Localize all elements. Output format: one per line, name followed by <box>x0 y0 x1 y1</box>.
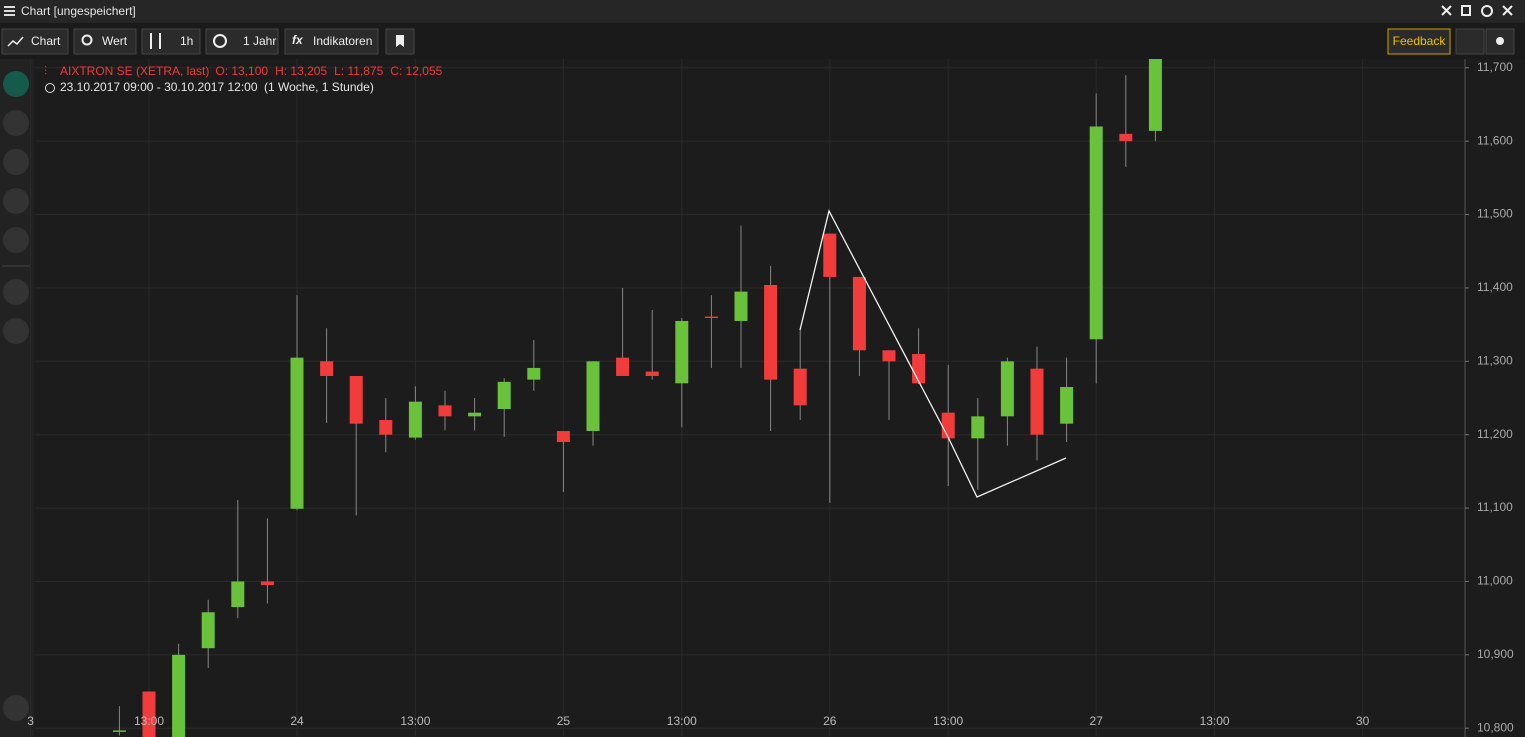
candle-body <box>290 357 304 509</box>
trend-drawing <box>799 209 1067 498</box>
y-tick-label: 11,300 <box>1477 353 1513 367</box>
window-controls[interactable] <box>1441 5 1513 17</box>
x-tick-label: 13:00 <box>1200 714 1230 728</box>
candle-body <box>852 276 866 351</box>
menu-icon[interactable] <box>4 6 15 16</box>
window-title: Chart [ungespeichert] <box>21 4 136 18</box>
candle-body <box>882 350 896 362</box>
candle-body <box>468 412 482 417</box>
x-tick-label: 13:00 <box>667 714 697 728</box>
candle-body <box>172 654 186 737</box>
candle-body <box>912 353 926 384</box>
chart-title: AIXTRON SE (XETRA, last) <box>60 64 209 78</box>
candle-body <box>1000 361 1014 417</box>
x-tick-label: 13:00 <box>400 714 430 728</box>
chart-period: (1 Woche, 1 Stunde) <box>264 80 374 94</box>
candle-body <box>1119 133 1133 142</box>
ohlc-summary: O: 13,100 <box>215 64 268 78</box>
icon <box>396 35 404 47</box>
ohlc-summary: L: 11,875 <box>334 64 383 78</box>
y-tick-label: 10,900 <box>1477 647 1514 661</box>
plot <box>30 59 1465 737</box>
chart-subtitle: 23.10.2017 09:00 - 30.10.2017 12:00 <box>60 80 258 94</box>
candle-body <box>497 381 511 410</box>
x-tick-label: 3 <box>27 714 34 728</box>
candle-body <box>616 357 630 376</box>
candle-body <box>764 285 778 380</box>
button-label[interactable]: Wert <box>102 34 128 48</box>
candle-body <box>201 612 215 649</box>
y-tick-label: 11,600 <box>1477 133 1513 147</box>
candle-body <box>320 361 334 376</box>
sidebar-tools[interactable] <box>3 71 29 721</box>
button-icon: fx <box>292 33 304 47</box>
candle-body <box>112 730 126 732</box>
candle-body <box>438 405 452 417</box>
candle-body <box>971 416 985 439</box>
button-label[interactable]: 1 Jahr <box>243 34 276 48</box>
button-label[interactable]: Feedback <box>1393 34 1447 48</box>
clock-icon <box>45 83 55 93</box>
value-button[interactable] <box>73 28 137 55</box>
feedback-button[interactable] <box>1387 28 1451 55</box>
icon <box>1496 37 1504 45</box>
candle-body <box>941 412 955 439</box>
candle-body <box>260 581 274 586</box>
legend-icon: ⫶ <box>44 64 47 78</box>
candle-body <box>349 375 363 424</box>
candle-body <box>645 371 659 376</box>
button-label[interactable]: Indikatoren <box>313 34 372 48</box>
x-tick-label: 25 <box>557 714 571 728</box>
y-tick-label: 11,400 <box>1477 280 1513 294</box>
candle-body <box>823 233 837 277</box>
y-tick-label: 11,200 <box>1477 427 1513 441</box>
draw-button[interactable] <box>1455 28 1485 55</box>
x-tick-label: 27 <box>1090 714 1104 728</box>
y-tick-label: 11,000 <box>1477 574 1513 588</box>
y-tick-label: 11,100 <box>1477 500 1513 514</box>
y-tick-label: 11,700 <box>1477 60 1513 74</box>
icon <box>7 36 24 47</box>
title-bar <box>0 0 1525 23</box>
button-label[interactable]: Chart <box>31 34 61 48</box>
candle-body <box>1060 386 1074 424</box>
icon <box>81 34 93 46</box>
icon <box>150 33 161 49</box>
candle-body <box>1148 59 1162 131</box>
candle-body <box>556 431 570 443</box>
settings-button[interactable] <box>1485 28 1515 55</box>
candle-body <box>142 691 156 737</box>
x-tick-label: 30 <box>1356 714 1370 728</box>
candle-body <box>586 361 600 432</box>
bookmark-button[interactable] <box>385 28 415 55</box>
candle-body <box>675 320 689 384</box>
x-tick-label: 13:00 <box>134 714 164 728</box>
candle-body <box>734 291 748 321</box>
candle-body <box>793 368 807 406</box>
candle-body <box>527 367 541 380</box>
candle-body <box>408 401 422 438</box>
candle-body <box>231 581 245 608</box>
x-tick-label: 13:00 <box>933 714 963 728</box>
y-tick-label: 11,500 <box>1477 207 1513 221</box>
candle-body <box>379 420 393 435</box>
ohlc-summary: C: 12,055 <box>390 64 442 78</box>
candle-body <box>1089 126 1103 340</box>
x-tick-label: 26 <box>823 714 837 728</box>
range-button[interactable] <box>205 28 279 55</box>
y-tick-label: 10,800 <box>1477 720 1514 734</box>
x-tick-label: 24 <box>290 714 304 728</box>
button-label[interactable]: 1h <box>180 34 193 48</box>
indicators-button[interactable] <box>284 28 379 55</box>
icon <box>213 34 227 48</box>
candle-body <box>704 316 718 319</box>
ohlc-summary: H: 13,205 <box>275 64 327 78</box>
candle-body <box>1030 368 1044 435</box>
